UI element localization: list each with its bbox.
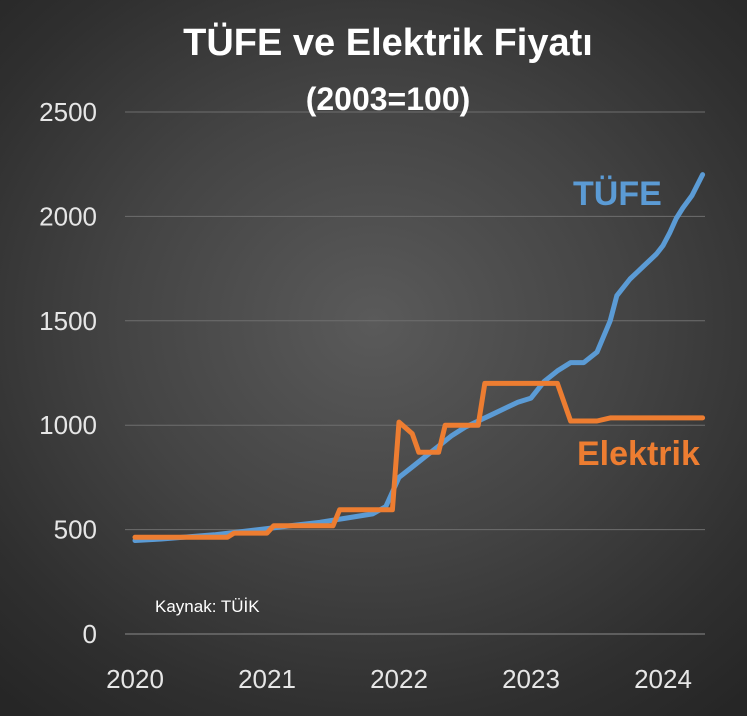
- series-lines: [132, 172, 706, 543]
- series-line-tufe: [132, 172, 706, 543]
- axis-ticks: 0 500 1000 1500 2000 2500 2020 2021 2022 2023 2024: [39, 97, 692, 694]
- x-tick-label: 2024: [634, 664, 692, 694]
- series-label-tufe: TÜFE: [573, 175, 662, 213]
- chart-subtitle: (2003=100): [306, 81, 471, 117]
- gridlines: [125, 111, 705, 635]
- x-tick-label: 2022: [370, 664, 428, 694]
- chart-title: TÜFE ve Elektrik Fiyatı: [183, 21, 593, 64]
- series-label-elektrik: Elektrik: [577, 435, 700, 473]
- y-tick-label: 2500: [39, 97, 97, 127]
- x-tick-label: 2023: [502, 664, 560, 694]
- source-note: Kaynak: TÜİK: [155, 597, 260, 616]
- x-tick-label: 2021: [238, 664, 296, 694]
- y-tick-label: 500: [54, 515, 97, 545]
- x-tick-label: 2020: [106, 664, 164, 694]
- y-tick-label: 1500: [39, 306, 97, 336]
- y-tick-label: 2000: [39, 201, 97, 231]
- y-tick-label: 0: [83, 619, 97, 649]
- y-tick-label: 1000: [39, 410, 97, 440]
- series-line-elektrik: [132, 380, 706, 540]
